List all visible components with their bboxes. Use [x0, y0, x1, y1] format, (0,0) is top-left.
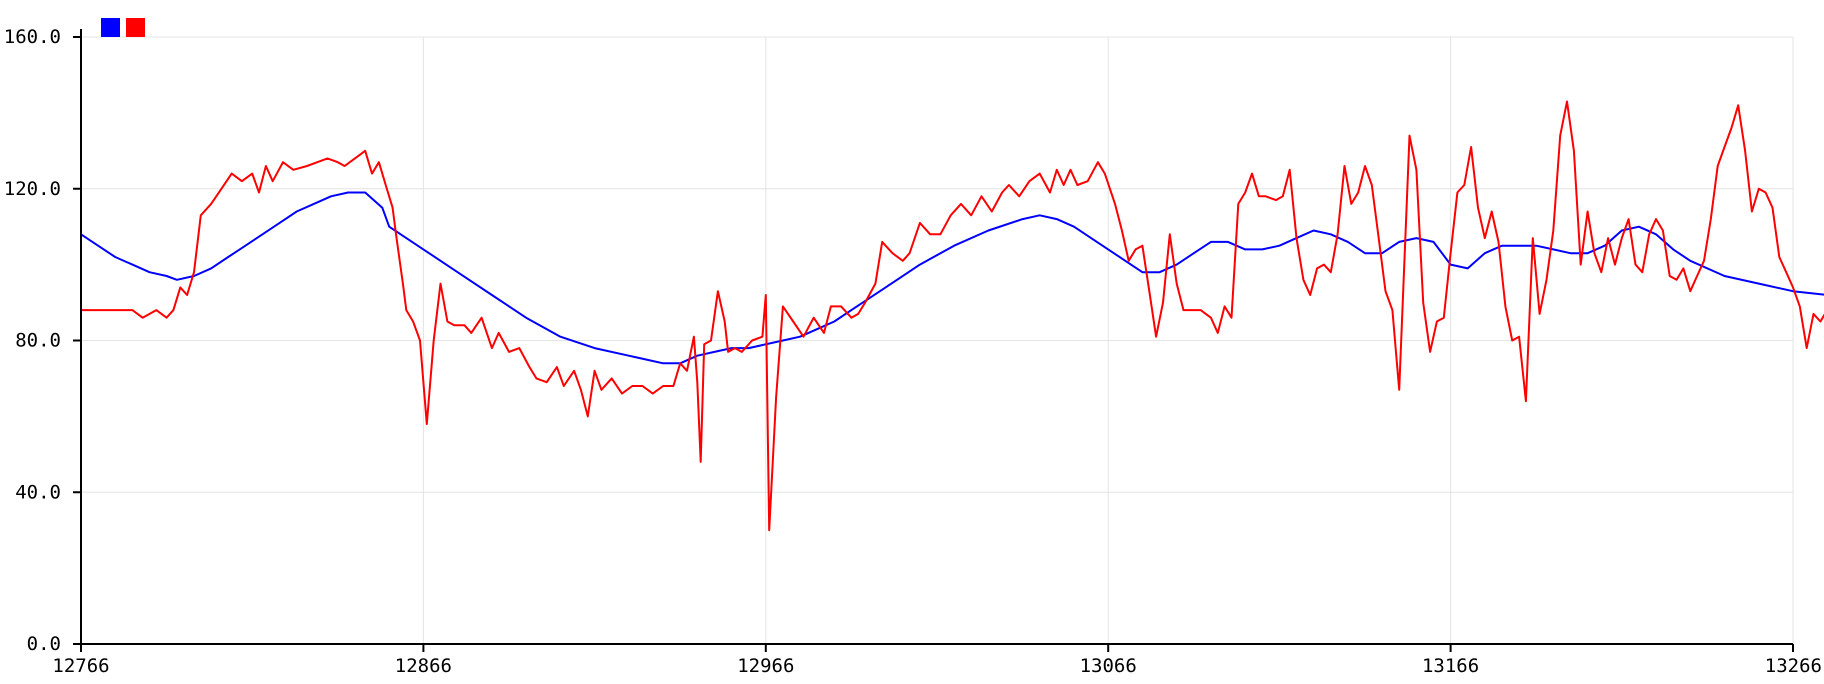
x-tick-label: 12766: [52, 655, 109, 677]
y-tick-label: 160.0: [4, 26, 61, 48]
legend: [101, 18, 145, 37]
x-tick-label: 12866: [395, 655, 452, 677]
x-tick-label: 13066: [1080, 655, 1137, 677]
series-layer: [80, 100, 1824, 532]
series-line-2: [81, 100, 1824, 532]
x-tick-label: 12966: [737, 655, 794, 677]
x-tick-label: 13166: [1422, 655, 1479, 677]
y-tick-label: 80.0: [15, 330, 61, 352]
x-tick-label: 13266: [1765, 655, 1822, 677]
axes: 0.0 40.0 80.0 120.0 160.0 12766 12866 12966 1306…: [4, 26, 1822, 677]
series-line-1: [80, 191, 1824, 365]
y-tick-label: 0.0: [27, 633, 61, 655]
legend-swatch-2[interactable]: [126, 18, 145, 37]
y-tick-label: 120.0: [4, 178, 61, 200]
legend-swatch-1[interactable]: [101, 18, 120, 37]
y-tick-label: 40.0: [15, 481, 61, 503]
